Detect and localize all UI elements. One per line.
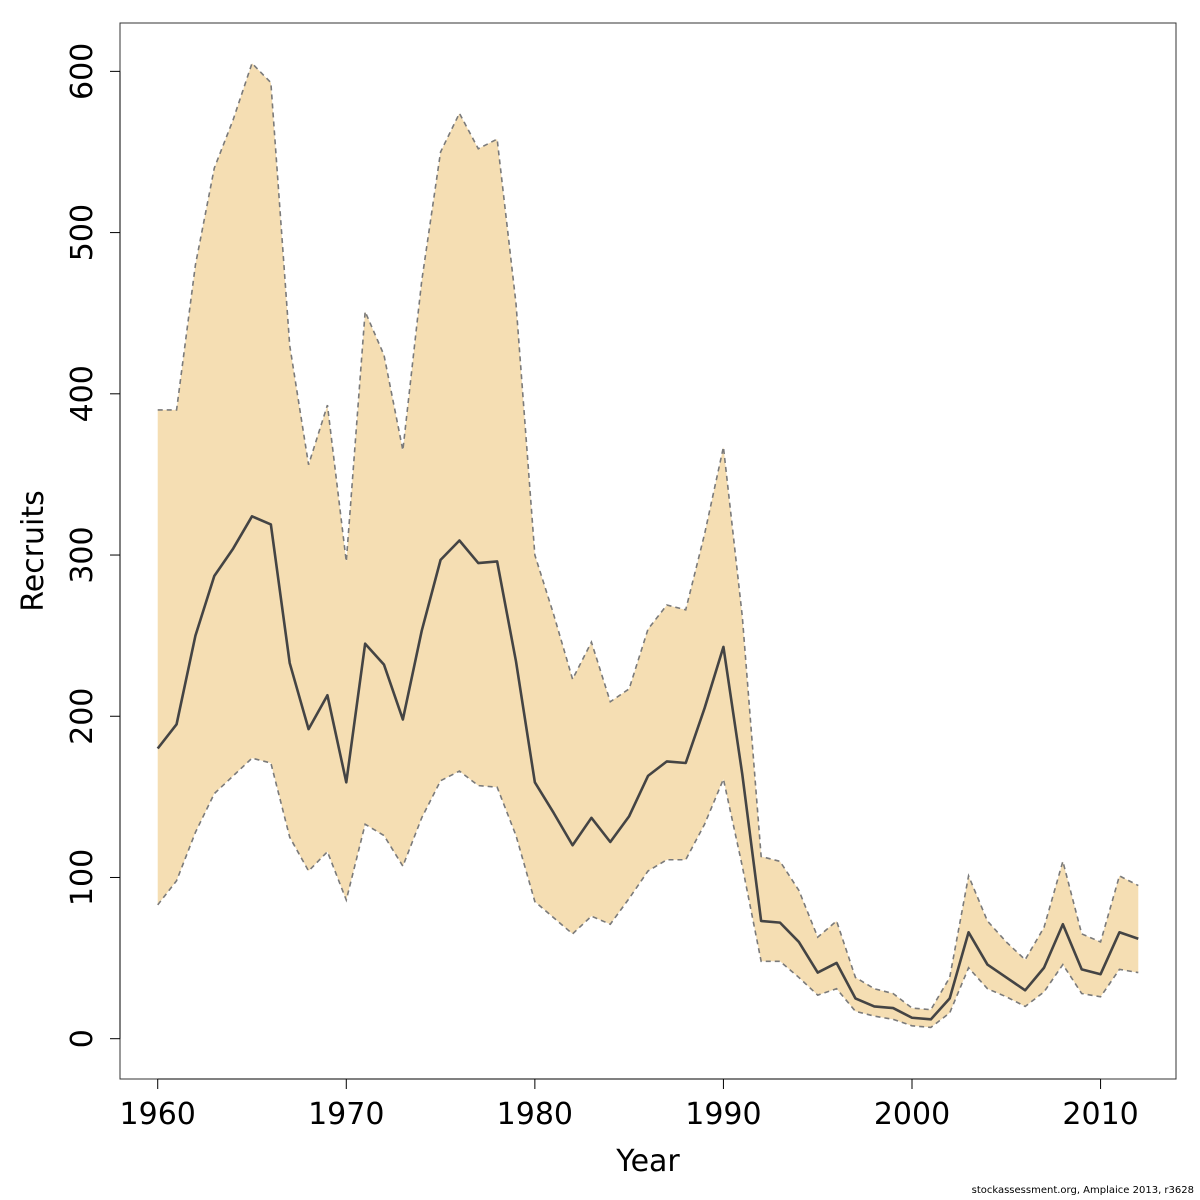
y-tick-label: 200: [65, 688, 100, 745]
x-tick-label: 1980: [497, 1097, 573, 1132]
confidence-band-layer: [157, 63, 1139, 1028]
confidence-band: [157, 63, 1139, 1028]
x-tick-label: 1990: [685, 1097, 761, 1132]
y-tick-label: 300: [65, 526, 100, 583]
y-tick-label: 400: [65, 365, 100, 422]
x-axis: 1960 1970 1980 1990 2000 2010: [120, 1078, 1139, 1132]
y-axis-title: Recruits: [16, 490, 51, 612]
estimate-line-layer: [156, 61, 1139, 1029]
x-tick-label: 2000: [874, 1097, 950, 1132]
y-tick-label: 600: [65, 43, 100, 100]
x-axis-title: Year: [615, 1144, 680, 1179]
upper-bound-line: [157, 61, 1139, 1011]
x-tick-label: 1960: [120, 1097, 196, 1132]
y-tick-label: 500: [65, 204, 100, 261]
x-tick-label: 1970: [308, 1097, 384, 1132]
lower-bound-line: [157, 757, 1139, 1029]
x-tick-label: 2010: [1062, 1097, 1138, 1132]
y-axis: 0 100 200 300 400 500 600: [65, 43, 121, 1048]
footer-credit: stockassessment.org, Amplaice 2013, r362…: [971, 1185, 1194, 1196]
estimate-line: [156, 515, 1139, 1021]
y-tick-label: 0: [65, 1029, 100, 1048]
y-tick-label: 100: [65, 849, 100, 906]
